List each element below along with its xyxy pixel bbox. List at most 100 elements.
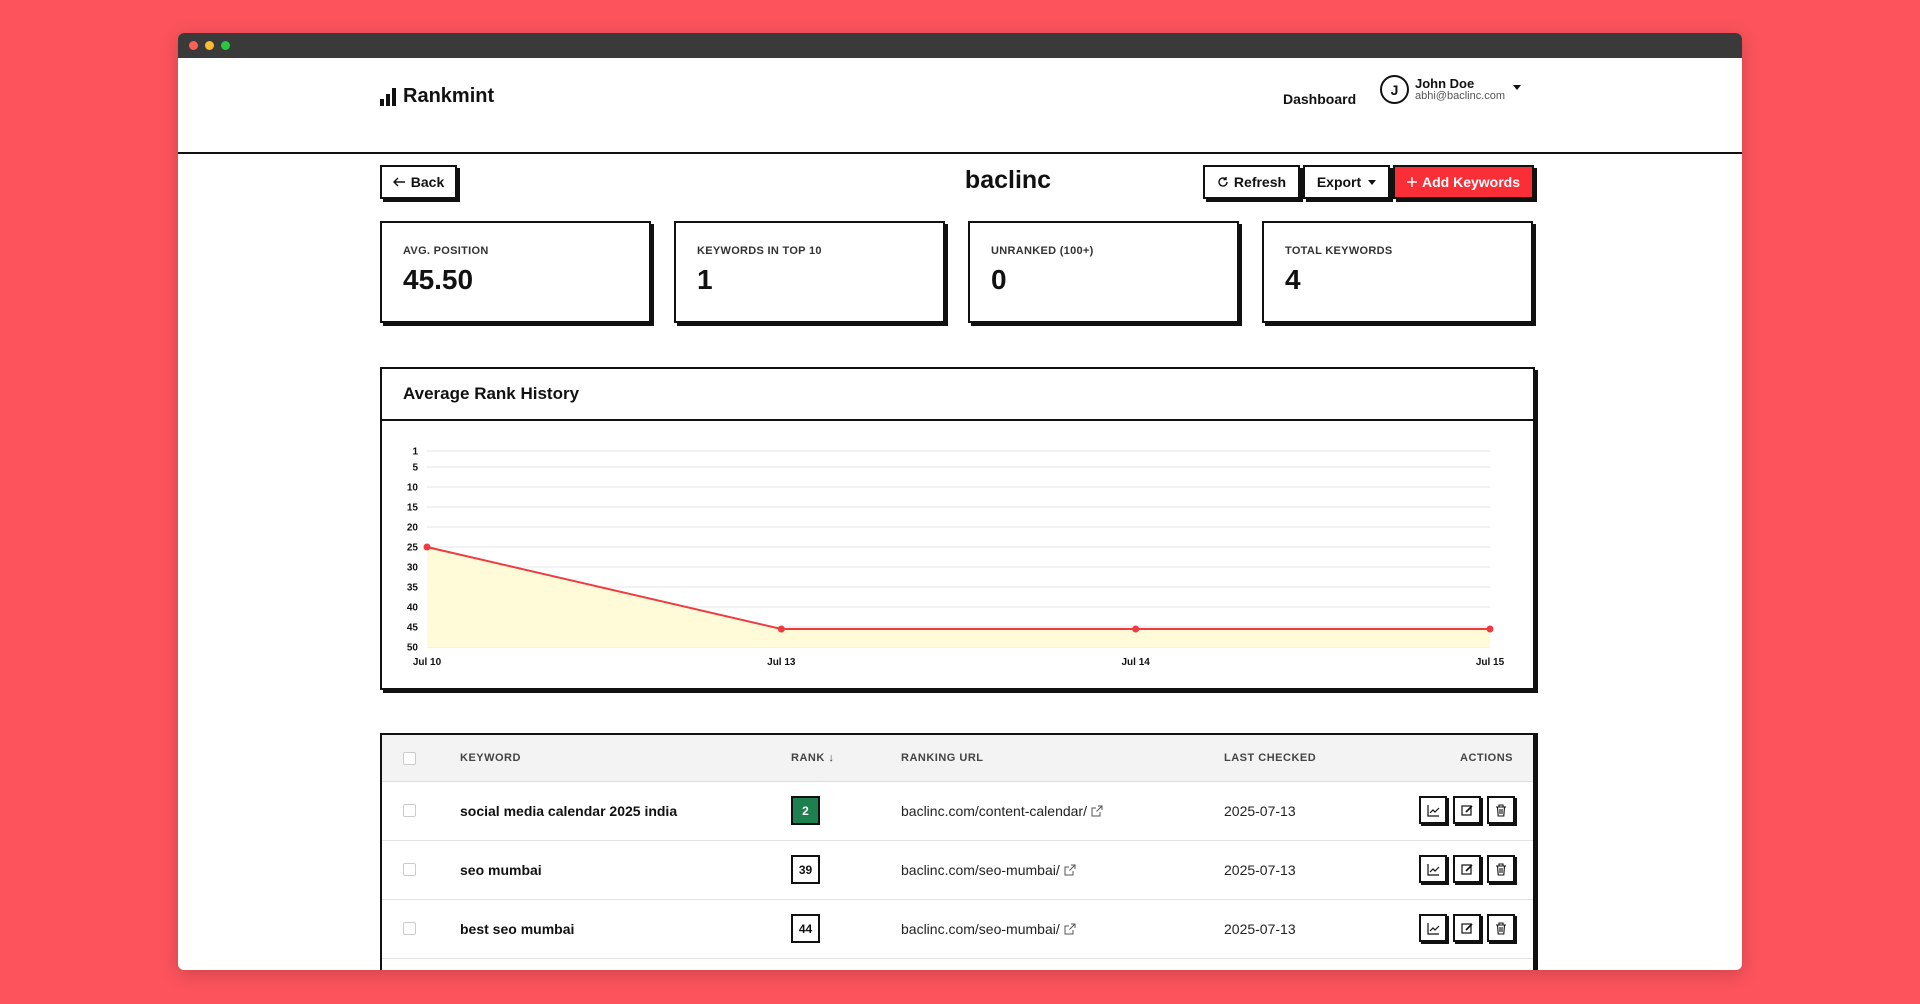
close-window-icon[interactable] [189, 41, 198, 50]
chart-title: Average Rank History [382, 369, 1533, 421]
refresh-icon [1218, 177, 1228, 187]
external-link-icon [1064, 923, 1076, 935]
nav-dashboard-link[interactable]: Dashboard [1283, 91, 1357, 107]
delete-keyword-button[interactable] [1487, 796, 1515, 824]
back-button[interactable]: Back [380, 165, 457, 199]
stat-card-avg-position: AVG. POSITION 45.50 [380, 221, 651, 323]
window-titlebar [178, 33, 1742, 58]
x-tick-label: Jul 14 [1121, 657, 1150, 668]
external-link-icon [1091, 805, 1103, 817]
keyword-cell: social media calendar 2025 india [460, 803, 678, 819]
col-actions-header: ACTIONS [1460, 752, 1513, 764]
export-dropdown-button[interactable]: Export [1303, 165, 1390, 199]
add-keywords-label: Add Keywords [1421, 174, 1520, 190]
y-tick-label: 40 [407, 603, 419, 614]
stat-value: 45.50 [403, 264, 474, 295]
y-tick-label: 20 [407, 523, 419, 534]
y-tick-label: 15 [407, 503, 419, 514]
y-tick-label: 50 [407, 643, 419, 654]
keyword-cell: seo mumbai [460, 862, 542, 878]
add-keywords-button[interactable]: Add Keywords [1393, 165, 1534, 199]
plus-icon [1406, 177, 1417, 187]
keyword-cell: best seo mumbai [460, 921, 575, 937]
line-chart-icon [1426, 804, 1440, 817]
row-actions [1419, 855, 1515, 883]
ranking-url-link[interactable]: baclinc.com/seo-mumbai/ [901, 862, 1076, 878]
user-email: abhi@baclinc.com [1415, 90, 1506, 102]
trash-icon [1495, 803, 1507, 817]
trash-icon [1495, 862, 1507, 876]
last-checked-cell: 2025-07-13 [1224, 803, 1296, 819]
view-history-button[interactable] [1419, 855, 1447, 883]
ranking-url-text: baclinc.com/content-calendar/ [901, 803, 1087, 819]
stat-label: AVG. POSITION [403, 245, 489, 257]
rank-badge: 44 [791, 914, 820, 943]
trash-icon [1495, 921, 1507, 935]
edit-icon [1460, 863, 1474, 876]
edit-keyword-button[interactable] [1453, 855, 1481, 883]
stat-label: UNRANKED (100+) [991, 245, 1094, 257]
y-tick-label: 25 [407, 543, 419, 554]
minimize-window-icon[interactable] [205, 41, 214, 50]
app-logo[interactable]: Rankmint [380, 85, 494, 108]
edit-icon [1460, 804, 1474, 817]
rank-badge: 39 [791, 855, 820, 884]
line-chart-icon [1426, 863, 1440, 876]
row-checkbox[interactable] [403, 863, 416, 876]
page-title: baclinc [964, 166, 1052, 194]
view-history-button[interactable] [1419, 796, 1447, 824]
ranking-url-link[interactable]: baclinc.com/content-calendar/ [901, 803, 1103, 819]
keywords-table: KEYWORD RANK ↓ RANKING URL LAST CHECKED … [380, 733, 1535, 970]
table-row: seo mumbai 39 baclinc.com/seo-mumbai/2025-… [382, 841, 1533, 900]
user-menu[interactable]: J John Doe abhi@baclinc.com [1380, 75, 1522, 104]
ranking-url-text: baclinc.com/seo-mumbai/ [901, 862, 1060, 878]
data-point [423, 543, 431, 551]
table-body: social media calendar 2025 india 2 baclinc… [382, 782, 1533, 959]
edit-icon [1460, 922, 1474, 935]
edit-keyword-button[interactable] [1453, 796, 1481, 824]
stat-card-top10: KEYWORDS IN TOP 10 1 [674, 221, 945, 323]
export-button-label: Export [1316, 174, 1362, 190]
chevron-down-icon [1513, 85, 1522, 90]
row-checkbox[interactable] [403, 922, 416, 935]
row-actions [1419, 796, 1515, 824]
col-rank-label: RANK [791, 752, 825, 764]
rank-history-chart-card: Average Rank History 1 5 10 15 20 25 30 35 40 45 5… [380, 367, 1535, 690]
select-all-checkbox[interactable] [403, 752, 416, 765]
bar-chart-logo-icon [380, 87, 396, 106]
delete-keyword-button[interactable] [1487, 914, 1515, 942]
col-keyword-header[interactable]: KEYWORD [460, 752, 521, 764]
col-url-header: RANKING URL [901, 752, 984, 764]
sort-down-icon: ↓ [828, 752, 835, 764]
line-chart-icon [1426, 922, 1440, 935]
y-tick-label: 10 [407, 483, 419, 494]
table-header: KEYWORD RANK ↓ RANKING URL LAST CHECKED … [382, 735, 1533, 782]
edit-keyword-button[interactable] [1453, 914, 1481, 942]
stat-card-unranked: UNRANKED (100+) 0 [968, 221, 1239, 323]
y-tick-label: 45 [407, 623, 419, 634]
data-point [1486, 625, 1494, 633]
maximize-window-icon[interactable] [221, 41, 230, 50]
view-history-button[interactable] [1419, 914, 1447, 942]
table-row: social media calendar 2025 india 2 baclinc… [382, 782, 1533, 841]
ranking-url-text: baclinc.com/seo-mumbai/ [901, 921, 1060, 937]
y-tick-label: 30 [407, 563, 419, 574]
delete-keyword-button[interactable] [1487, 855, 1515, 883]
y-tick-label: 1 [412, 447, 418, 458]
stat-value: 4 [1285, 264, 1301, 295]
chevron-down-icon [1368, 179, 1377, 185]
row-checkbox[interactable] [403, 804, 416, 817]
rank-badge: 2 [791, 796, 820, 825]
area-fill [427, 547, 1490, 647]
x-tick-label: Jul 13 [767, 657, 796, 668]
stat-value: 1 [697, 264, 713, 295]
browser-window: Rankmint Dashboard J John Doe abhi@bacli… [178, 33, 1742, 970]
data-point [777, 625, 785, 633]
ranking-url-link[interactable]: baclinc.com/seo-mumbai/ [901, 921, 1076, 937]
col-rank-header[interactable]: RANK ↓ [791, 752, 834, 764]
table-row: best seo mumbai 44 baclinc.com/seo-mumbai/… [382, 900, 1533, 959]
refresh-button-label: Refresh [1233, 174, 1287, 190]
refresh-button[interactable]: Refresh [1203, 165, 1300, 199]
app-name: Rankmint [403, 85, 495, 107]
